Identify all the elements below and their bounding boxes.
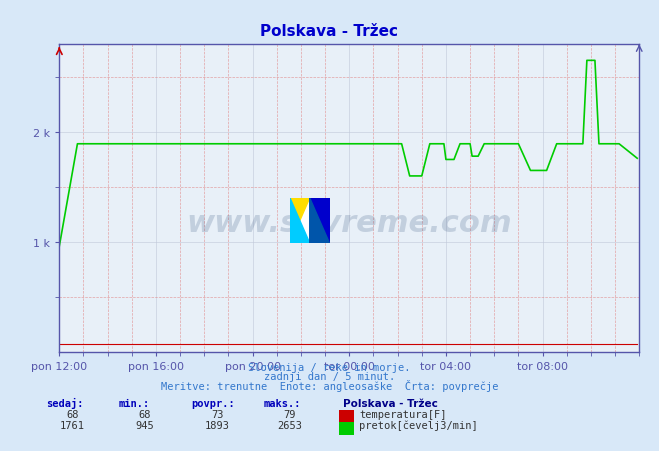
Text: 68: 68: [139, 409, 151, 419]
Text: Polskava - Tržec: Polskava - Tržec: [343, 398, 438, 408]
Text: temperatura[F]: temperatura[F]: [359, 409, 447, 419]
Text: povpr.:: povpr.:: [191, 398, 235, 408]
Text: 73: 73: [212, 409, 223, 419]
Polygon shape: [310, 198, 330, 244]
Text: www.si-vreme.com: www.si-vreme.com: [186, 208, 512, 237]
Text: maks.:: maks.:: [264, 398, 301, 408]
Text: 2653: 2653: [277, 420, 302, 430]
Text: Meritve: trenutne  Enote: angleosaške  Črta: povprečje: Meritve: trenutne Enote: angleosaške Črt…: [161, 380, 498, 391]
Text: sedaj:: sedaj:: [46, 397, 84, 408]
Text: 945: 945: [136, 420, 154, 430]
Polygon shape: [290, 198, 310, 244]
Polygon shape: [310, 198, 330, 244]
Text: zadnji dan / 5 minut.: zadnji dan / 5 minut.: [264, 372, 395, 382]
Text: 68: 68: [67, 409, 78, 419]
Text: pretok[čevelj3/min]: pretok[čevelj3/min]: [359, 420, 478, 430]
Text: 1761: 1761: [60, 420, 85, 430]
Polygon shape: [290, 198, 310, 244]
Text: 79: 79: [284, 409, 296, 419]
Text: min.:: min.:: [119, 398, 150, 408]
Text: Slovenija / reke in morje.: Slovenija / reke in morje.: [248, 363, 411, 373]
Text: Polskava - Tržec: Polskava - Tržec: [260, 24, 399, 39]
Text: 1893: 1893: [205, 420, 230, 430]
